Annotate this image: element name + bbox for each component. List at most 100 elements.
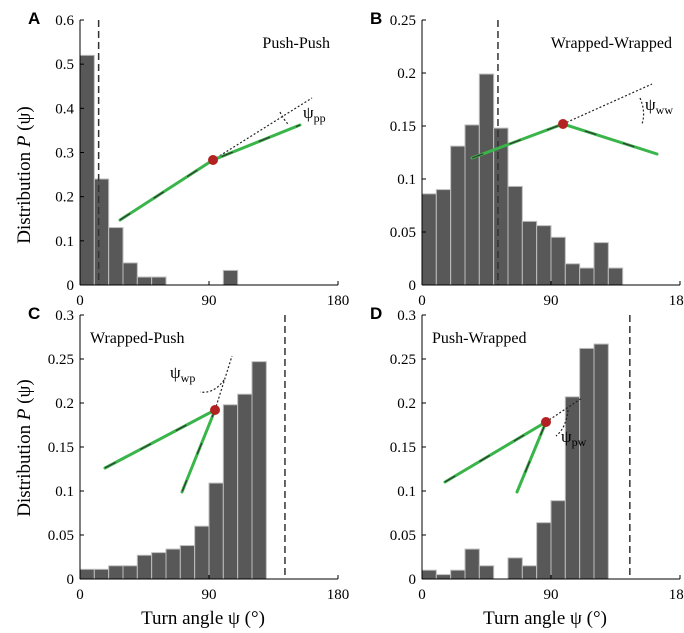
bar-a-10 [222, 269, 239, 286]
bar-d-10 [564, 396, 581, 580]
bar-b-10 [564, 263, 581, 286]
y-tick-label: 0.05 [390, 528, 416, 544]
panel-title: Wrapped-Push [90, 330, 184, 347]
y-tick-label: 0.05 [390, 225, 416, 241]
bar-b-0 [421, 193, 437, 286]
bar-b-11 [579, 267, 595, 286]
panel-letter: B [370, 9, 382, 28]
panel-c: 0 0.05 0.1 0.15 0.2 0.25 0.3 0 90 180 C Wrapped-Pus… [28, 304, 349, 603]
panel-b: 0 0.05 0.1 0.15 0.2 0.25 0 90 180 B Wrapped-Wrappe… [370, 9, 684, 309]
x-tick-label: 90 [202, 587, 217, 603]
x-tick-label: 180 [327, 587, 350, 603]
bar-a-3 [122, 262, 138, 286]
bar-b-7 [521, 220, 538, 286]
x-tick-label: 90 [202, 293, 217, 309]
bar-d-3 [464, 548, 480, 580]
bar-d-2 [450, 569, 466, 580]
swimmer-schematic: ψwp [103, 355, 233, 494]
x-tick-label: 180 [669, 293, 684, 309]
bar-b-9 [550, 236, 566, 286]
x-tick-label: 0 [76, 587, 84, 603]
panel-d: 0 0.05 0.1 0.15 0.2 0.25 0.3 0 90 180 D Push-Wrappe… [370, 304, 684, 603]
psi-label: ψpw [561, 427, 587, 449]
bar-d-9 [550, 500, 566, 580]
panel-title: Push-Push [262, 35, 330, 52]
y-tick-label: 0.2 [397, 396, 416, 412]
bar-a-0 [79, 54, 95, 286]
bar-d-0 [421, 569, 437, 580]
ylabel-bottom: Distribution P (ψ) [14, 379, 35, 517]
ylabel-top: Distribution P (ψ) [14, 106, 35, 244]
bar-a-4 [136, 276, 153, 286]
y-tick-label: 0.1 [55, 234, 74, 250]
bar-c-1 [93, 568, 110, 580]
y-tick-label: 0.2 [55, 190, 74, 206]
bar-d-11 [579, 347, 595, 580]
bar-c-10 [222, 404, 239, 580]
y-tick-label: 0.15 [48, 440, 74, 456]
bar-c-7 [179, 545, 196, 580]
y-tick-label: 0 [67, 278, 75, 294]
panel-letter: C [28, 304, 40, 323]
bar-c-3 [122, 565, 138, 580]
y-tick-label: 0.3 [397, 308, 416, 324]
bar-a-5 [151, 276, 167, 286]
bar-c-9 [208, 482, 224, 580]
bar-b-6 [507, 185, 523, 286]
bar-d-6 [507, 557, 523, 580]
y-tick-label: 0.3 [55, 146, 74, 162]
bar-b-4 [478, 73, 495, 286]
y-tick-label: 0.4 [55, 101, 74, 117]
x-tick-label: 0 [418, 587, 426, 603]
panel-title: Wrapped-Wrapped [551, 35, 672, 52]
x-tick-label: 0 [418, 293, 426, 309]
panel-letter: D [370, 304, 382, 323]
bar-b-12 [593, 242, 609, 286]
bar-d-8 [536, 522, 552, 580]
bar-c-8 [194, 525, 210, 580]
x-tick-label: 90 [544, 587, 559, 603]
bar-c-12 [251, 361, 267, 580]
psi-label: ψpp [303, 103, 326, 125]
y-tick-label: 0 [409, 278, 417, 294]
bar-d-4 [478, 565, 495, 580]
bar-d-1 [435, 574, 452, 580]
xlabel-left: Turn angle ψ (°) [141, 608, 265, 629]
y-tick-label: 0.1 [397, 172, 416, 188]
bar-a-2 [108, 227, 124, 286]
panel-letter: A [28, 9, 40, 28]
y-tick-label: 0.5 [55, 57, 74, 73]
swimmer-schematic: ψpw [443, 397, 587, 494]
y-tick-label: 0.15 [390, 440, 416, 456]
y-tick-label: 0.05 [48, 528, 74, 544]
y-tick-label: 0.1 [55, 484, 74, 500]
y-tick-label: 0.6 [55, 13, 74, 29]
bar-c-4 [136, 554, 153, 580]
swimmer-schematic: ψww [470, 83, 673, 160]
y-tick-label: 0 [67, 572, 75, 588]
y-tick-label: 0 [409, 572, 417, 588]
psi-label: ψww [645, 95, 673, 117]
bar-c-5 [151, 552, 167, 580]
bar-d-12 [593, 343, 609, 580]
bar-b-13 [607, 267, 624, 286]
y-tick-label: 0.25 [390, 13, 416, 29]
bar-b-5 [493, 127, 509, 286]
y-tick-label: 0.3 [55, 308, 74, 324]
x-tick-label: 90 [544, 293, 559, 309]
turn-point [558, 119, 568, 129]
panel-title: Push-Wrapped [432, 330, 526, 347]
bar-d-7 [521, 565, 538, 580]
swimmer-schematic: ψpp [118, 97, 326, 222]
bar-b-8 [536, 225, 552, 286]
y-tick-label: 0.25 [48, 352, 74, 368]
y-tick-label: 0.15 [390, 119, 416, 135]
bar-b-2 [450, 145, 466, 286]
bar-c-0 [79, 568, 95, 580]
y-tick-label: 0.2 [397, 66, 416, 82]
x-tick-label: 180 [669, 587, 684, 603]
psi-label: ψwp [170, 363, 195, 385]
bar-c-6 [165, 548, 181, 580]
turn-point [210, 405, 220, 415]
